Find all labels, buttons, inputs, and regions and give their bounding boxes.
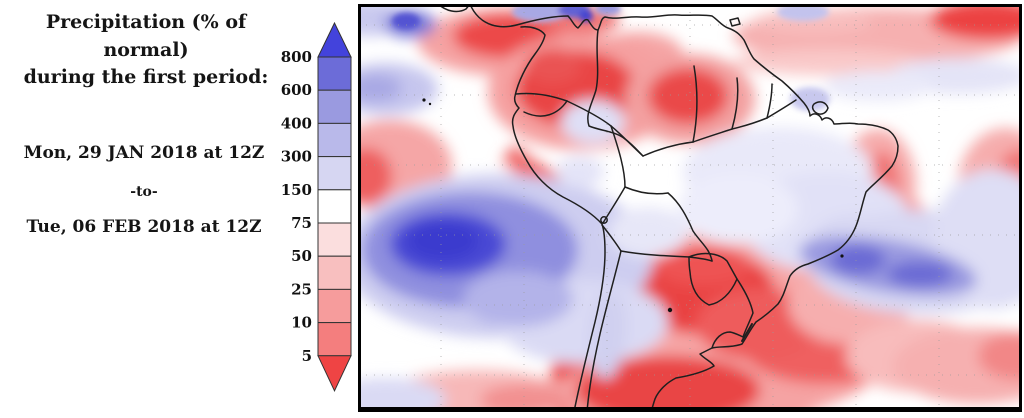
colorbar-segment-0 <box>317 56 352 91</box>
period-separator: -to- <box>130 184 158 200</box>
colorbar-tick-label-5: 5 <box>302 347 312 365</box>
border-bolivia-brazil <box>667 192 713 262</box>
anomaly-blobs <box>358 4 1022 412</box>
border-uruguay-brazil <box>711 331 744 349</box>
period-end-date: Tue, 06 FEB 2018 at 12Z <box>26 217 262 237</box>
border-chile-bolivia <box>601 224 622 252</box>
panama-caribbean-coast <box>469 4 569 28</box>
colorbar-legend: 800 600 400 300 150 75 50 25 10 5 <box>281 21 352 392</box>
pacific-coast <box>511 26 606 412</box>
colorbar-tick-label-50: 50 <box>291 247 312 265</box>
border-guiana-brazil <box>766 99 797 119</box>
trinidad-island <box>729 17 741 27</box>
title-line-1: Precipitation (% of normal) <box>45 11 247 61</box>
east-venezuela-dry-core <box>648 68 728 124</box>
colorbar-segment-2 <box>317 122 352 158</box>
mar-chiquita-lake <box>667 307 673 313</box>
border-paraguay <box>688 252 738 306</box>
period-start-date: Mon, 29 JAN 2018 at 12Z <box>23 143 265 163</box>
colorbar-arrow-up <box>317 21 352 58</box>
map-panel <box>358 4 1022 412</box>
border-colombia-peru <box>566 100 612 127</box>
lagoa-dos-patos <box>741 323 753 342</box>
border-guyana-suriname <box>731 77 739 130</box>
anomaly-spots <box>392 4 830 111</box>
border-peru-brazil <box>610 125 626 188</box>
border-chile-argentina <box>586 250 622 412</box>
border-ecuador-peru <box>523 100 568 117</box>
border-acre <box>624 186 669 195</box>
precipitation-map <box>358 4 1022 412</box>
colorbar-tick-label-150: 150 <box>281 181 312 199</box>
colorbar-arrow-down <box>317 355 352 392</box>
colorbar-tick-label-800: 800 <box>281 48 312 66</box>
colorbar-segment-6 <box>317 255 352 290</box>
colorbar-segment-8 <box>317 322 352 357</box>
colorbar-tick-label-300: 300 <box>281 148 312 166</box>
border-suriname-guiana <box>766 83 773 119</box>
title-line-2: during the first period: <box>23 66 269 89</box>
colorbar-tick-label-25: 25 <box>291 280 312 298</box>
colorbar-tick-label-75: 75 <box>291 214 312 232</box>
page-title: Precipitation (% of normal) during the f… <box>0 9 292 92</box>
marajo-island <box>811 101 829 115</box>
galapagos-island-dot <box>422 98 426 102</box>
colorbar-segment-3 <box>317 156 352 191</box>
galapagos-island-dot2 <box>428 102 432 106</box>
small-islands <box>422 98 844 313</box>
colorbar-segment-7 <box>317 288 352 324</box>
border-bolivia-paraguay-link <box>688 256 713 262</box>
offshore-island-dot <box>840 254 844 258</box>
border-ecuador-colombia <box>515 92 568 102</box>
border-venezuela-brazil <box>642 141 694 157</box>
coastlines-and-borders <box>437 4 899 412</box>
colorbar-segment-4 <box>317 189 352 224</box>
border-argentina-brazil-misiones <box>736 278 754 338</box>
border-peru-bolivia <box>602 186 626 224</box>
info-panel: Precipitation (% of normal) during the f… <box>0 0 352 418</box>
border-colombia-brazil <box>610 125 644 157</box>
lake-titicaca <box>600 216 608 224</box>
border-suriname-brazil <box>731 117 768 130</box>
colorbar-tick-label-400: 400 <box>281 114 312 132</box>
pacific-wet-core <box>407 222 479 260</box>
border-bolivia-argentina <box>620 250 690 258</box>
border-venezuela-guyana <box>692 65 698 143</box>
colorbar-tick-label-600: 600 <box>281 81 312 99</box>
caribbean-atlantic-coast <box>567 14 899 412</box>
colorbar-segment-5 <box>317 222 352 257</box>
colorbar-segment-1 <box>317 89 352 124</box>
border-guyana-brazil <box>692 128 733 143</box>
colorbar-tick-label-10: 10 <box>291 314 312 332</box>
